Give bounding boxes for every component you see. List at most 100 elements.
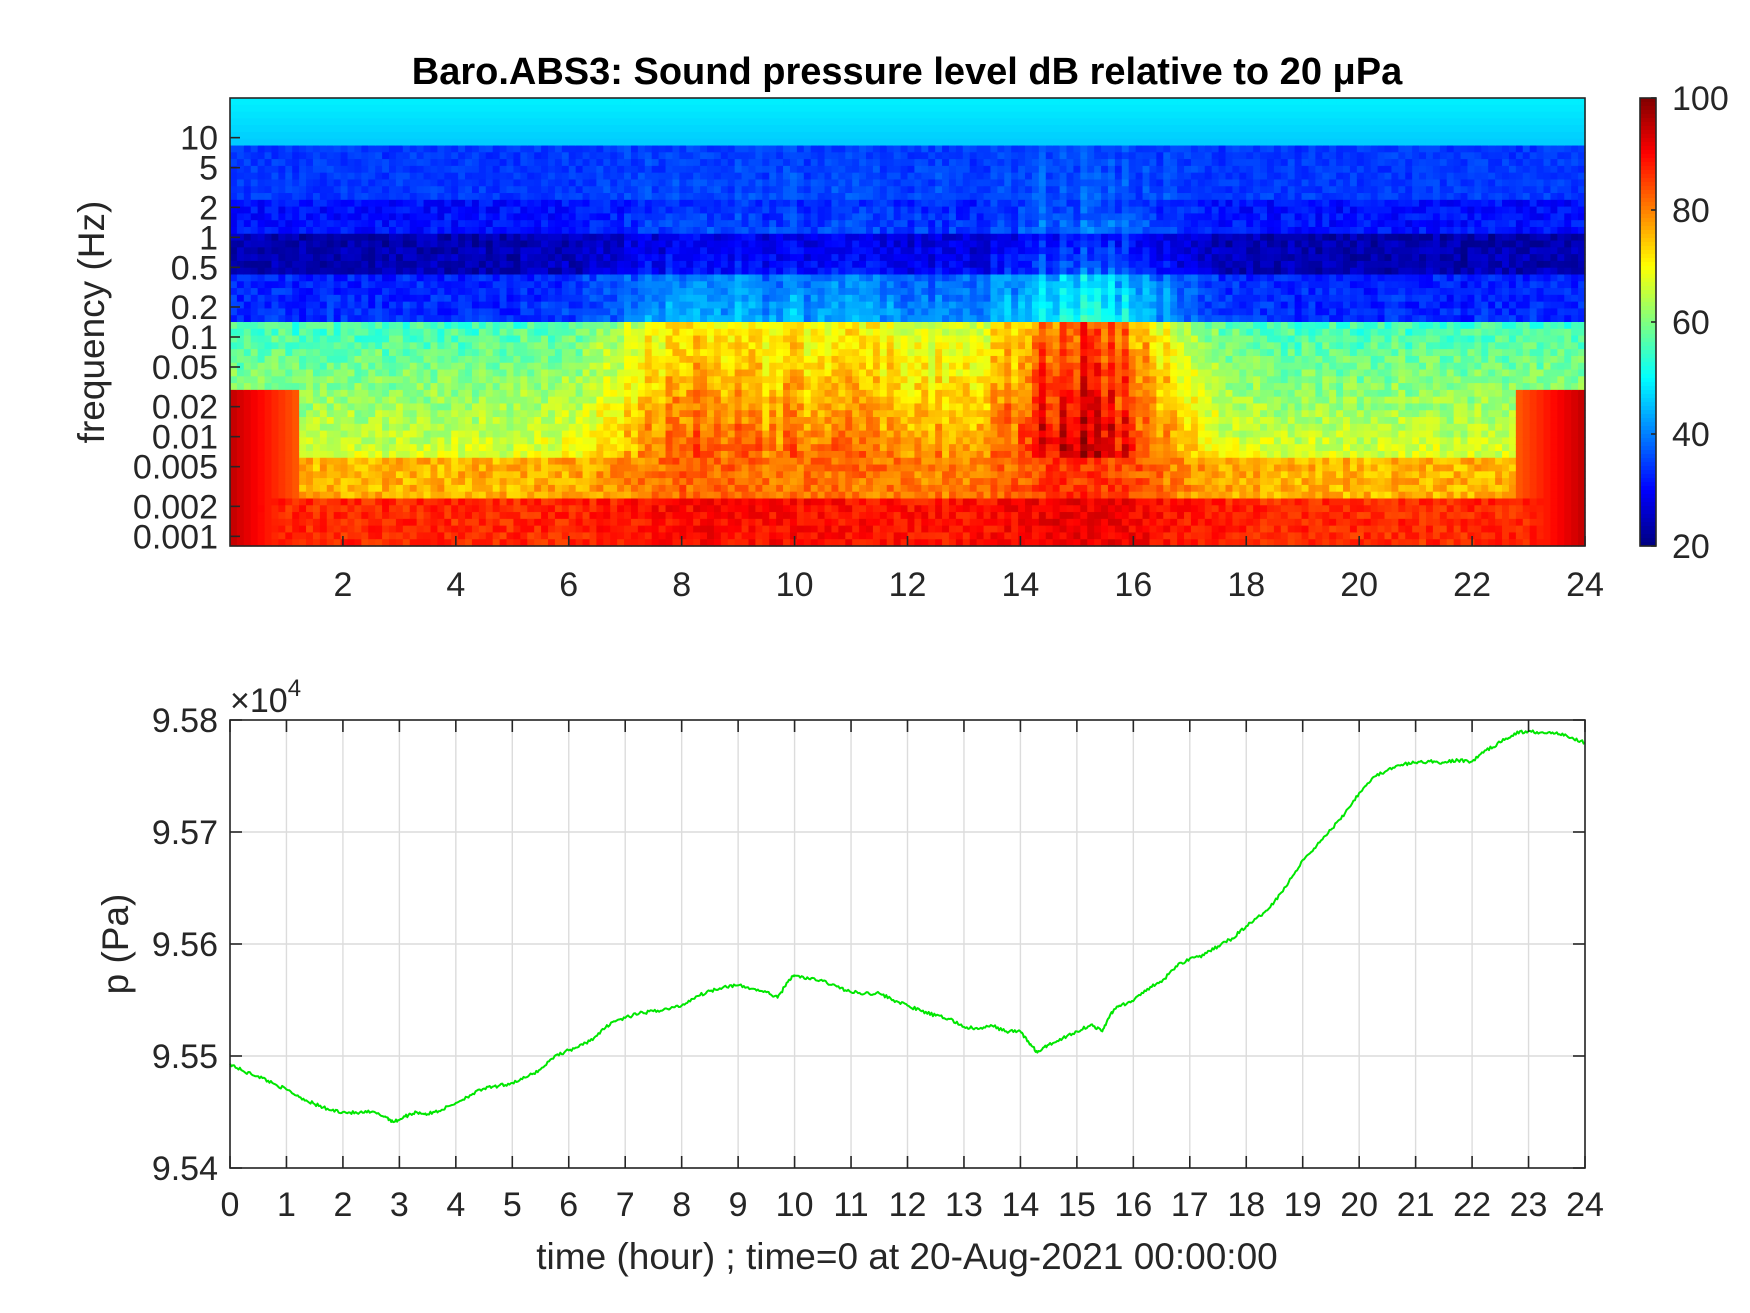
heatmap-cell xyxy=(506,512,515,520)
heatmap-cell xyxy=(520,281,528,289)
heatmap-cell xyxy=(720,125,729,133)
heatmap-cell xyxy=(534,450,542,459)
heatmap-cell xyxy=(285,159,293,167)
heatmap-cell xyxy=(292,444,300,452)
heatmap-cell xyxy=(402,206,411,214)
heatmap-cell xyxy=(720,342,729,350)
heatmap-cell xyxy=(395,362,404,371)
heatmap-cell xyxy=(541,267,549,276)
heatmap-cell xyxy=(679,274,687,282)
heatmap-cell xyxy=(478,342,487,350)
heatmap-cell xyxy=(499,288,508,296)
heatmap-cell xyxy=(250,125,259,133)
heatmap-cell xyxy=(520,369,528,377)
heatmap-cell xyxy=(471,233,480,242)
heatmap-cell xyxy=(264,328,273,337)
heatmap-cell xyxy=(492,417,501,425)
heatmap-cell xyxy=(568,260,577,269)
heatmap-cell xyxy=(333,498,342,506)
heatmap-cell xyxy=(278,362,286,371)
heatmap-cell xyxy=(416,206,425,214)
heatmap-cell xyxy=(617,498,625,506)
heatmap-cell xyxy=(513,186,521,194)
heatmap-cell xyxy=(312,396,321,405)
heatmap-cell xyxy=(527,125,535,133)
heatmap-cell xyxy=(741,301,750,310)
heatmap-cell xyxy=(630,512,639,520)
heatmap-cell xyxy=(354,471,362,479)
heatmap-cell xyxy=(700,199,708,208)
heatmap-cell xyxy=(278,104,286,113)
heatmap-cell xyxy=(720,383,729,391)
heatmap-cell xyxy=(333,376,342,384)
heatmap-cell xyxy=(306,172,314,181)
heatmap-cell xyxy=(285,444,293,452)
heatmap-cell xyxy=(471,159,480,167)
heatmap-cell xyxy=(658,281,667,289)
heatmap-cell xyxy=(748,233,756,242)
heatmap-cell xyxy=(361,125,369,133)
heatmap-cell xyxy=(451,131,459,140)
heatmap-cell xyxy=(651,267,660,276)
heatmap-cell xyxy=(610,355,618,364)
heatmap-cell xyxy=(658,383,667,391)
heatmap-cell xyxy=(651,294,660,303)
heatmap-cell xyxy=(582,410,591,418)
heatmap-cell xyxy=(748,254,756,262)
heatmap-cell xyxy=(741,233,750,242)
heatmap-cell xyxy=(333,322,342,330)
heatmap-cell xyxy=(568,525,577,534)
heatmap-cell xyxy=(651,98,660,106)
heatmap-cell xyxy=(506,410,515,418)
heatmap-cell xyxy=(333,471,342,479)
heatmap-cell xyxy=(624,444,632,452)
heatmap-cell xyxy=(465,172,473,181)
heatmap-cell xyxy=(499,111,508,119)
heatmap-cell xyxy=(575,335,584,343)
heatmap-cell xyxy=(347,206,356,214)
heatmap-cell xyxy=(630,430,639,438)
heatmap-cell xyxy=(748,362,756,371)
heatmap-cell xyxy=(389,274,397,282)
heatmap-cell xyxy=(548,138,556,147)
heatmap-cell xyxy=(465,478,473,486)
heatmap-cell xyxy=(361,383,369,391)
heatmap-cell xyxy=(271,322,279,330)
heatmap-cell xyxy=(492,199,501,208)
heatmap-cell xyxy=(596,315,604,323)
heatmap-cell xyxy=(679,111,687,119)
heatmap-cell xyxy=(354,464,362,472)
heatmap-cell xyxy=(444,138,452,147)
heatmap-cell xyxy=(230,118,238,126)
heatmap-cell xyxy=(409,301,418,310)
heatmap-cell xyxy=(458,308,466,316)
heatmap-cell xyxy=(278,457,286,466)
heatmap-cell xyxy=(375,376,383,384)
heatmap-cell xyxy=(713,281,722,289)
heatmap-cell xyxy=(299,274,307,282)
heatmap-cell xyxy=(672,355,680,364)
heatmap-cell xyxy=(230,254,238,262)
heatmap-cell xyxy=(319,349,328,357)
heatmap-cell xyxy=(734,111,743,119)
heatmap-cell xyxy=(651,498,660,506)
heatmap-cell xyxy=(548,145,556,153)
heatmap-cell xyxy=(734,301,743,310)
heatmap-cell xyxy=(686,281,694,289)
heatmap-cell xyxy=(409,254,418,262)
heatmap-cell xyxy=(264,254,273,262)
heatmap-cell xyxy=(617,274,625,282)
heatmap-cell xyxy=(243,125,252,133)
heatmap-cell xyxy=(478,247,487,255)
heatmap-cell xyxy=(347,274,356,282)
heatmap-cell xyxy=(548,301,556,310)
heatmap-cell xyxy=(278,349,286,357)
heatmap-cell xyxy=(596,355,604,364)
heatmap-cell xyxy=(312,206,321,214)
heatmap-cell xyxy=(382,172,390,181)
heatmap-cell xyxy=(340,430,349,438)
heatmap-cell xyxy=(402,457,411,466)
heatmap-cell xyxy=(361,423,369,432)
heatmap-cell xyxy=(326,315,335,323)
heatmap-cell xyxy=(236,484,245,493)
